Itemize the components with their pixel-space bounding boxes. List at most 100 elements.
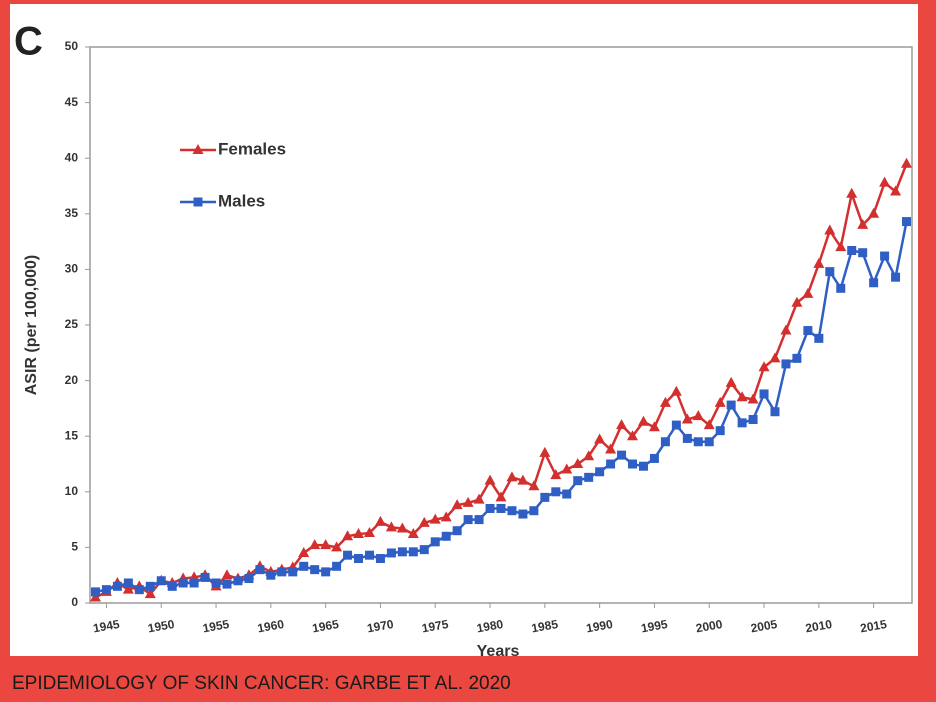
- square-marker: [408, 547, 418, 557]
- square-marker: [660, 437, 670, 447]
- square-marker: [792, 353, 802, 363]
- triangle-marker: [363, 526, 375, 537]
- square-marker: [310, 565, 320, 575]
- square-marker: [112, 581, 122, 591]
- y-tick-label: 45: [65, 95, 79, 109]
- square-marker: [255, 565, 265, 575]
- square-marker: [375, 554, 385, 564]
- x-tick-label: 1950: [147, 617, 176, 635]
- square-marker: [167, 581, 177, 591]
- x-tick-label: 1945: [92, 617, 121, 635]
- y-tick-label: 50: [65, 39, 79, 53]
- triangle-marker: [528, 480, 540, 491]
- square-marker: [606, 459, 616, 469]
- square-marker: [551, 487, 561, 497]
- triangle-marker: [868, 207, 880, 218]
- square-marker: [332, 561, 342, 571]
- square-marker: [682, 433, 692, 443]
- square-marker: [814, 333, 824, 343]
- square-marker: [354, 554, 364, 564]
- triangle-marker: [648, 421, 660, 432]
- y-tick-label: 25: [65, 317, 79, 331]
- square-marker: [649, 453, 659, 463]
- triangle-marker: [484, 474, 496, 485]
- square-marker: [277, 567, 287, 577]
- triangle-marker: [583, 450, 595, 461]
- square-marker: [628, 459, 638, 469]
- square-marker: [638, 461, 648, 471]
- square-marker: [617, 450, 627, 460]
- triangle-marker: [736, 391, 748, 402]
- triangle-marker: [144, 588, 156, 599]
- x-axis-label: Years: [477, 643, 520, 660]
- square-marker: [101, 585, 111, 595]
- x-tick-label: 1955: [202, 617, 231, 635]
- square-marker: [693, 437, 703, 447]
- x-tick-label: 1990: [585, 617, 614, 635]
- square-marker: [715, 426, 725, 436]
- triangle-marker: [879, 176, 891, 187]
- x-tick-label: 1985: [530, 617, 559, 635]
- triangle-marker: [451, 499, 463, 510]
- x-tick-label: 1980: [476, 617, 505, 635]
- triangle-marker: [385, 521, 397, 532]
- square-marker: [90, 587, 100, 597]
- triangle-marker: [374, 515, 386, 526]
- triangle-marker: [418, 516, 430, 527]
- square-marker: [858, 248, 868, 258]
- square-marker: [704, 437, 714, 447]
- triangle-marker: [594, 433, 606, 444]
- triangle-marker: [407, 528, 419, 539]
- square-marker: [145, 581, 155, 591]
- triangle-marker: [681, 413, 693, 424]
- triangle-marker: [627, 430, 639, 441]
- caption: EPIDEMIOLOGY OF SKIN CANCER: GARBE ET AL…: [12, 673, 511, 694]
- y-tick-label: 15: [65, 428, 79, 442]
- square-marker: [902, 217, 912, 227]
- square-marker: [540, 492, 550, 502]
- triangle-marker: [429, 513, 441, 524]
- x-tick-label: 2015: [859, 617, 888, 635]
- triangle-marker: [550, 469, 562, 480]
- y-tick-label: 10: [65, 484, 79, 498]
- x-tick-label: 1995: [640, 617, 669, 635]
- triangle-marker: [616, 419, 628, 430]
- legend-label: Females: [218, 139, 286, 158]
- panel-label: C: [14, 20, 43, 64]
- triangle-marker: [192, 144, 204, 154]
- x-tick-label: 1960: [256, 617, 285, 635]
- triangle-marker: [703, 419, 715, 430]
- square-marker: [869, 278, 879, 288]
- triangle-marker: [539, 446, 551, 457]
- square-marker: [222, 579, 232, 589]
- x-tick-label: 1965: [311, 617, 340, 635]
- triangle-marker: [122, 583, 134, 594]
- square-marker: [419, 545, 429, 555]
- triangle-marker: [637, 415, 649, 426]
- triangle-marker: [791, 296, 803, 307]
- square-marker: [781, 359, 791, 369]
- square-marker: [726, 400, 736, 410]
- x-tick-label: 1970: [366, 617, 395, 635]
- caption-band: [0, 656, 936, 702]
- triangle-marker: [89, 591, 101, 602]
- triangle-marker: [298, 546, 310, 557]
- square-marker: [321, 567, 331, 577]
- square-marker: [759, 389, 769, 399]
- triangle-marker: [813, 257, 825, 268]
- square-marker: [529, 506, 539, 516]
- square-marker: [441, 531, 451, 541]
- square-marker: [671, 420, 681, 430]
- square-marker: [463, 515, 473, 525]
- triangle-marker: [890, 185, 902, 196]
- square-marker: [211, 578, 221, 588]
- y-tick-label: 30: [65, 262, 79, 276]
- square-marker: [364, 550, 374, 560]
- legend-label: Males: [218, 191, 265, 210]
- x-tick-label: 2010: [804, 617, 833, 635]
- y-tick-label: 20: [65, 373, 79, 387]
- square-marker: [343, 550, 353, 560]
- square-marker: [595, 467, 605, 477]
